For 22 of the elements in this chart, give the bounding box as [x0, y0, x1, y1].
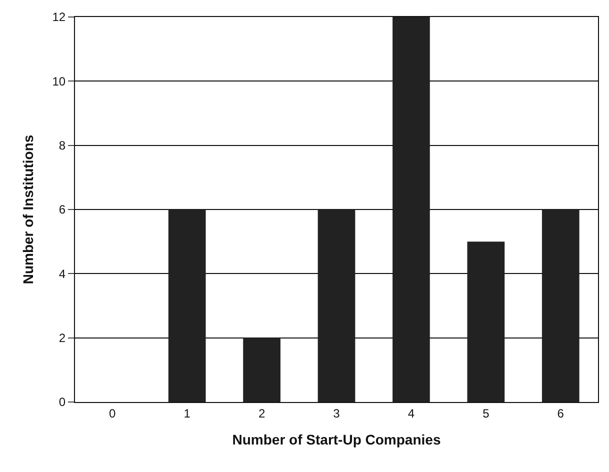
y-tick-label: 4: [58, 266, 66, 281]
bar: [168, 210, 206, 402]
bar: [243, 338, 280, 402]
y-tick-label: 10: [52, 74, 66, 88]
x-tick-label: 4: [408, 406, 415, 420]
bar: [318, 210, 356, 402]
x-tick-label: 5: [482, 406, 490, 420]
y-axis-title: Number of Institutions: [20, 134, 36, 284]
x-axis-title: Number of Start-Up Companies: [232, 432, 441, 448]
bar: [467, 242, 505, 402]
y-tick-label: 6: [58, 202, 66, 217]
x-tick-label: 0: [109, 406, 116, 420]
x-tick-label: 3: [333, 406, 340, 420]
y-tick-label: 8: [58, 138, 66, 153]
x-tick-label: 6: [557, 406, 564, 420]
y-tick-label: 2: [58, 331, 66, 346]
bar: [392, 17, 430, 402]
x-tick-label: 2: [258, 406, 266, 420]
bar: [542, 210, 580, 402]
y-tick-label: 12: [52, 10, 66, 24]
x-tick-label: 1: [184, 406, 191, 420]
y-tick-label: 0: [58, 395, 66, 410]
